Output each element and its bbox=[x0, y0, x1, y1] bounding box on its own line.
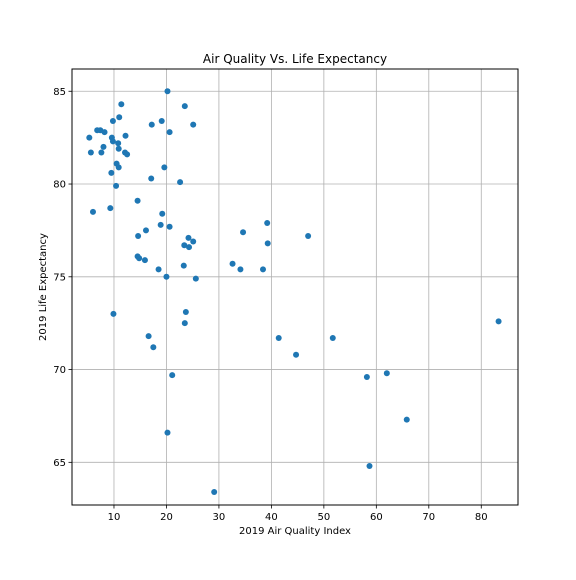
data-point bbox=[495, 318, 502, 325]
y-tick-label: 75 bbox=[53, 272, 66, 283]
data-point bbox=[181, 103, 188, 110]
gridlines bbox=[72, 69, 518, 505]
data-point bbox=[166, 129, 173, 136]
data-point bbox=[145, 333, 152, 340]
data-point bbox=[113, 182, 120, 189]
data-point bbox=[115, 140, 122, 147]
data-point bbox=[293, 351, 300, 358]
x-axis-label: 2019 Air Quality Index bbox=[239, 526, 351, 537]
data-point bbox=[403, 416, 410, 423]
data-point bbox=[134, 197, 141, 204]
data-point bbox=[135, 232, 142, 239]
data-point bbox=[329, 335, 336, 342]
x-axis-ticks: 10 20 30 40 50 60 70 80 bbox=[108, 505, 488, 523]
data-point bbox=[275, 335, 282, 342]
data-point bbox=[169, 372, 176, 379]
data-point bbox=[109, 117, 116, 124]
data-point bbox=[240, 229, 247, 236]
x-tick-label: 70 bbox=[422, 512, 435, 523]
y-axis-ticks: 65 70 75 80 85 bbox=[53, 87, 72, 469]
data-point bbox=[182, 309, 189, 316]
data-point bbox=[148, 121, 155, 128]
y-tick-label: 65 bbox=[53, 458, 66, 469]
data-point bbox=[155, 266, 162, 273]
data-point bbox=[366, 463, 373, 470]
data-point bbox=[161, 164, 168, 171]
plot-area-frame bbox=[71, 68, 519, 506]
x-tick-label: 60 bbox=[370, 512, 383, 523]
x-tick-label: 50 bbox=[317, 512, 330, 523]
data-point bbox=[180, 262, 187, 269]
data-point bbox=[136, 255, 143, 262]
data-point bbox=[109, 138, 116, 145]
x-tick-label: 30 bbox=[213, 512, 226, 523]
data-point bbox=[150, 344, 157, 351]
data-point bbox=[186, 244, 193, 251]
data-point bbox=[107, 205, 114, 212]
data-point bbox=[124, 151, 131, 158]
data-point bbox=[264, 219, 271, 226]
y-tick-label: 70 bbox=[53, 365, 66, 376]
data-point bbox=[110, 310, 117, 317]
data-point bbox=[185, 234, 192, 241]
data-point bbox=[164, 88, 171, 95]
data-point bbox=[118, 101, 125, 108]
data-point bbox=[192, 275, 199, 282]
data-points bbox=[86, 88, 502, 496]
data-point bbox=[305, 232, 312, 239]
data-point bbox=[190, 121, 197, 128]
data-point bbox=[108, 169, 115, 176]
data-point bbox=[259, 266, 266, 273]
data-point bbox=[157, 221, 164, 228]
data-point bbox=[141, 257, 148, 264]
y-tick-label: 80 bbox=[53, 180, 66, 191]
data-point bbox=[211, 489, 218, 496]
data-point bbox=[98, 149, 105, 156]
data-point bbox=[229, 260, 236, 267]
data-point bbox=[166, 223, 173, 230]
data-point bbox=[122, 132, 129, 139]
data-point bbox=[116, 114, 123, 121]
data-point bbox=[158, 117, 165, 124]
data-point bbox=[101, 129, 108, 136]
x-tick-label: 40 bbox=[265, 512, 278, 523]
data-point bbox=[363, 373, 370, 380]
x-tick-label: 80 bbox=[475, 512, 488, 523]
data-point bbox=[115, 164, 122, 171]
chart-title: Air Quality Vs. Life Expectancy bbox=[203, 52, 387, 66]
y-axis-label: 2019 Life Expectancy bbox=[38, 233, 49, 341]
y-tick-label: 85 bbox=[53, 87, 66, 98]
data-point bbox=[89, 208, 96, 215]
data-point bbox=[100, 143, 107, 150]
data-point bbox=[264, 240, 271, 247]
data-point bbox=[87, 149, 94, 156]
data-point bbox=[86, 134, 93, 141]
data-point bbox=[163, 273, 170, 280]
data-point bbox=[190, 238, 197, 245]
x-tick-label: 10 bbox=[108, 512, 121, 523]
data-point bbox=[115, 145, 122, 152]
data-point bbox=[177, 179, 184, 186]
x-tick-label: 20 bbox=[160, 512, 173, 523]
data-point bbox=[237, 266, 244, 273]
data-point bbox=[159, 210, 166, 217]
data-point bbox=[383, 370, 390, 377]
data-point bbox=[181, 242, 188, 249]
data-point bbox=[181, 320, 188, 327]
data-point bbox=[142, 227, 149, 234]
data-point bbox=[164, 429, 171, 436]
data-point bbox=[148, 175, 155, 182]
